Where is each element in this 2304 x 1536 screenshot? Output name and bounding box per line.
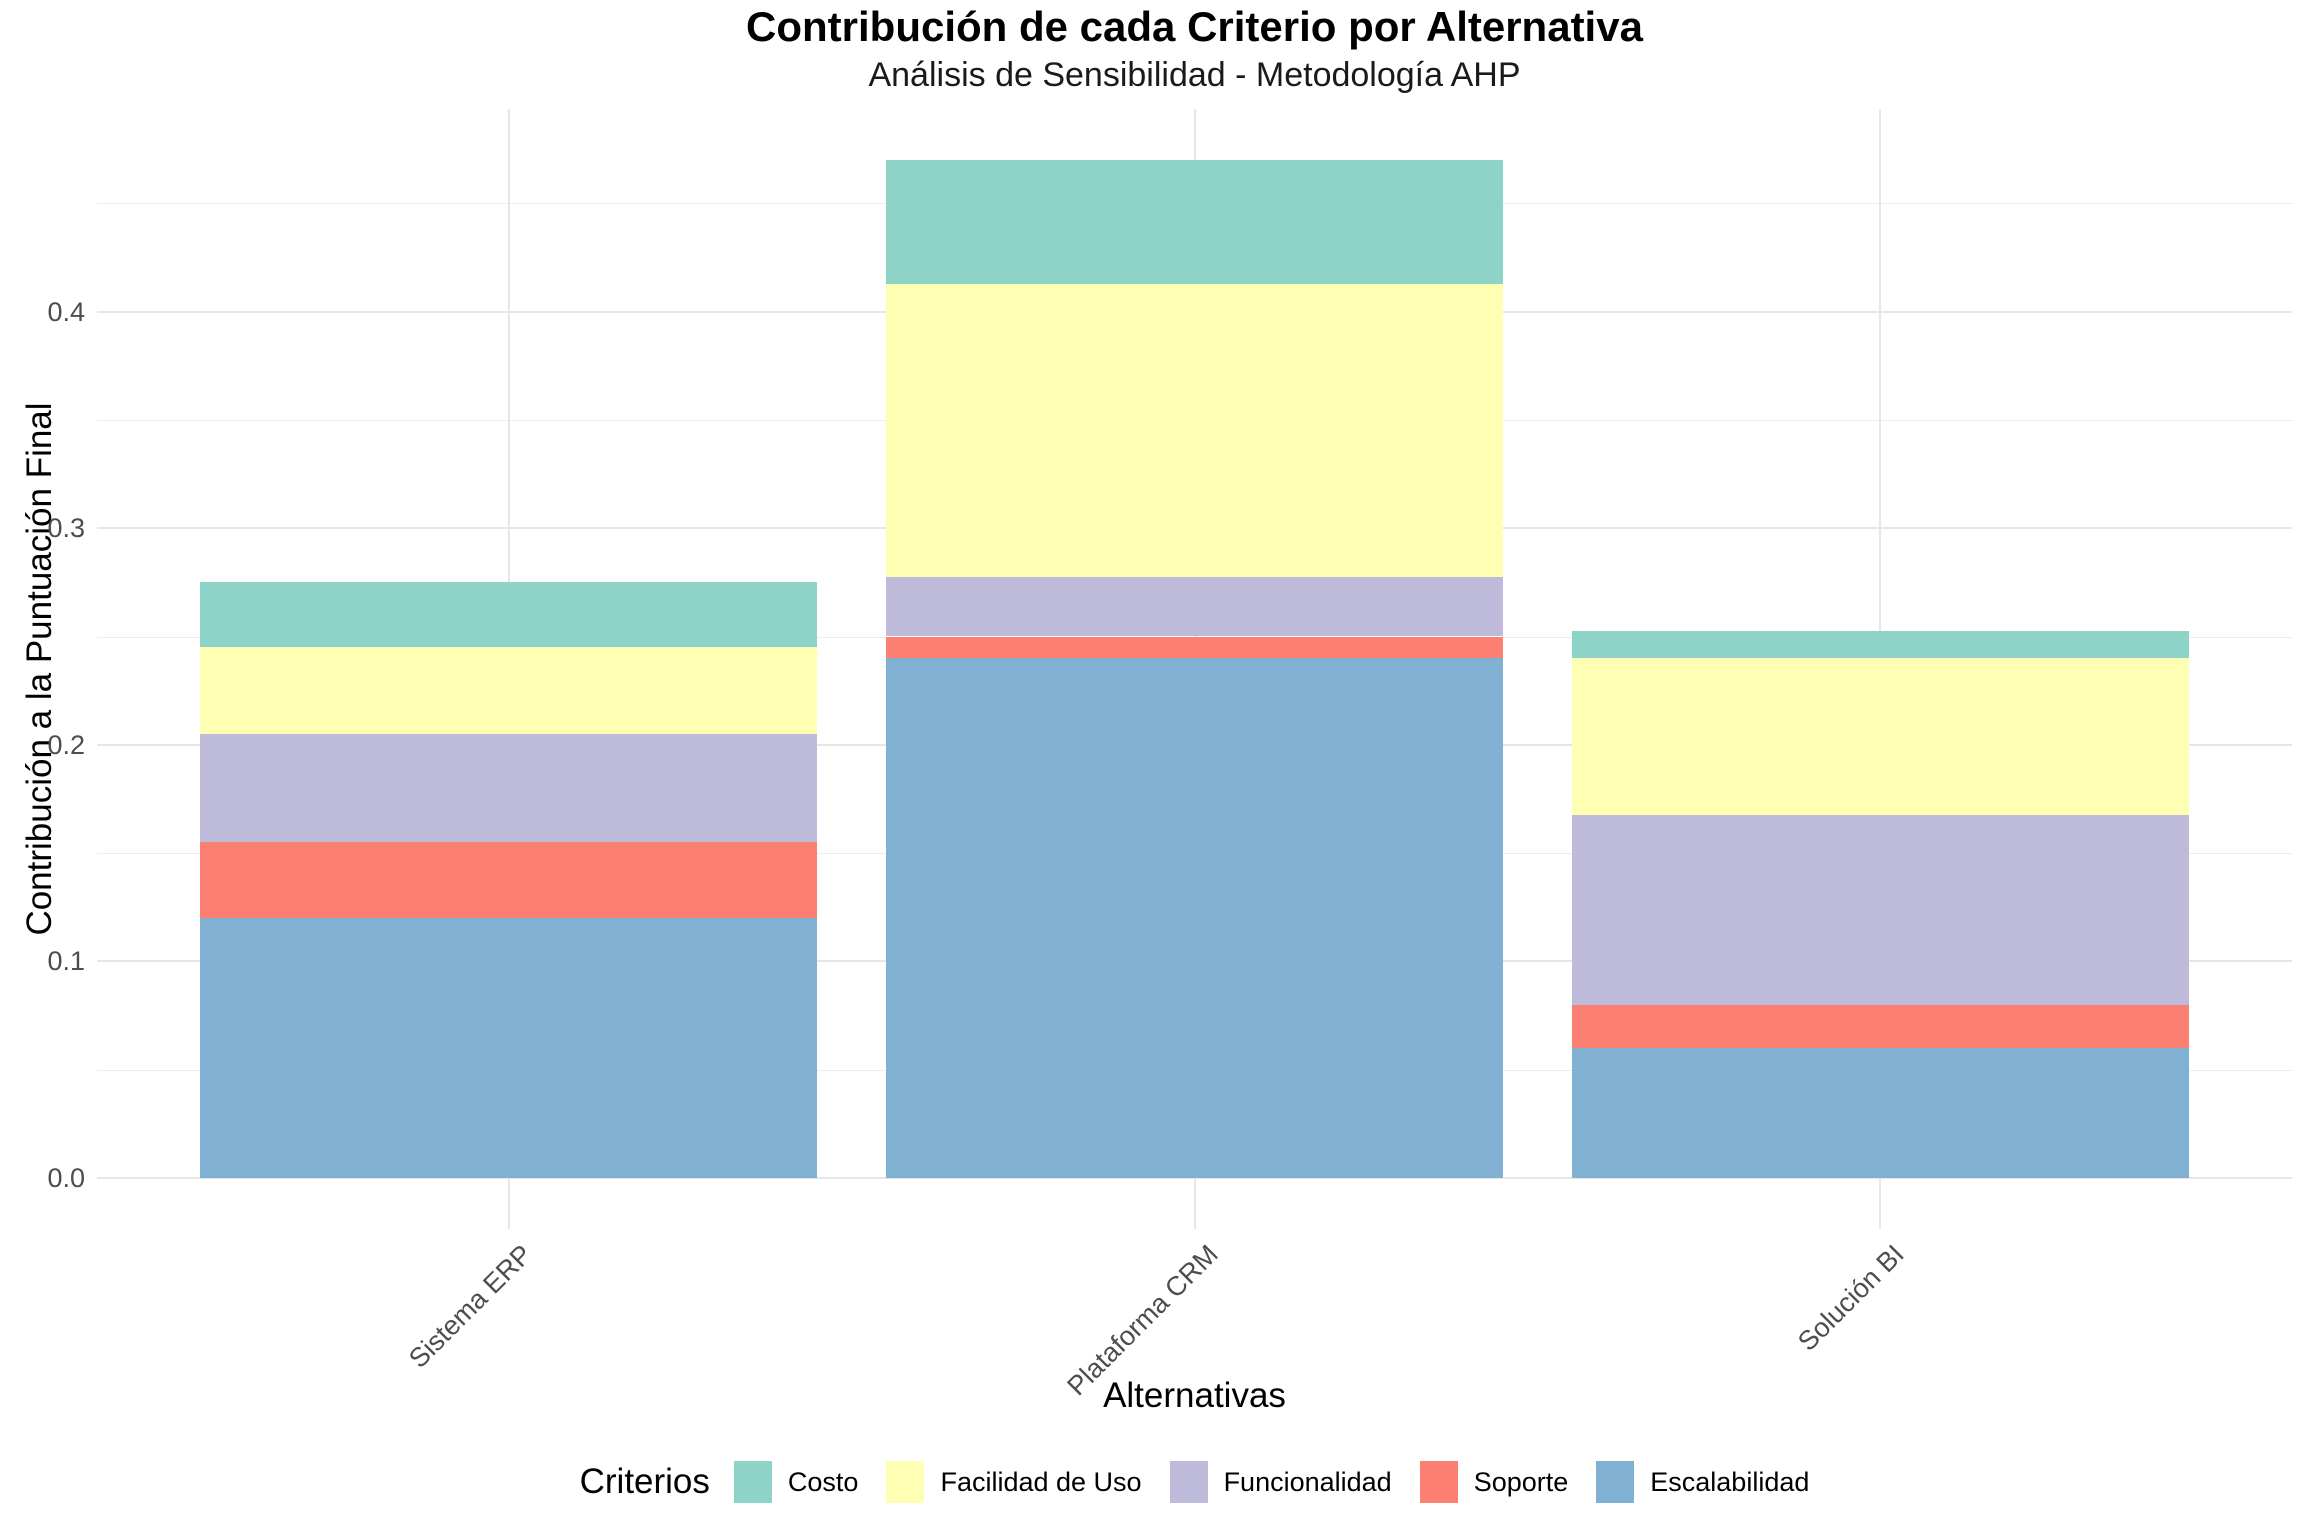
- chart-subtitle: Análisis de Sensibilidad - Metodología A…: [868, 56, 1521, 94]
- legend-swatch-costo: [733, 1461, 772, 1503]
- bar-segment-soporte-sistema-erp: [199, 842, 818, 919]
- plot-panel: [97, 109, 2292, 1229]
- bar-segment-facilidad-de-uso-solucion-bi: [1571, 658, 2190, 816]
- y-axis-title: Contribución a la Puntuación Final: [20, 402, 59, 936]
- bar-segment-costo-sistema-erp: [199, 582, 818, 648]
- bar-segment-funcionalidad-sistema-erp: [199, 733, 818, 843]
- legend-item-escalabilidad: Escalabilidad: [1596, 1461, 1809, 1503]
- bar-segment-escalabilidad-sistema-erp: [199, 918, 818, 1179]
- x-axis-title: Alternativas: [1103, 1376, 1286, 1415]
- legend-swatch-escalabilidad: [1596, 1461, 1635, 1503]
- legend-label: Costo: [787, 1466, 859, 1497]
- bar-segment-facilidad-de-uso-plataforma-crm: [885, 284, 1504, 577]
- y-axis-tick-label: 0.0: [47, 1163, 85, 1194]
- x-axis-tick-label: Sistema ERP: [403, 1239, 538, 1374]
- legend-swatch-facilidad-de-uso: [886, 1461, 925, 1503]
- legend-label: Facilidad de Uso: [940, 1466, 1142, 1497]
- bar-segment-soporte-plataforma-crm: [885, 636, 1504, 659]
- legend-item-funcionalidad: Funcionalidad: [1169, 1461, 1392, 1503]
- legend-swatch-funcionalidad: [1169, 1461, 1208, 1503]
- legend-swatch-soporte: [1419, 1461, 1458, 1503]
- bar-segment-funcionalidad-plataforma-crm: [885, 576, 1504, 637]
- bar-segment-escalabilidad-solucion-bi: [1571, 1048, 2190, 1179]
- bar-segment-facilidad-de-uso-sistema-erp: [199, 647, 818, 734]
- legend-label: Funcionalidad: [1223, 1466, 1392, 1497]
- legend-item-costo: Costo: [733, 1461, 859, 1503]
- legend-label: Escalabilidad: [1650, 1466, 1810, 1497]
- bar-segment-costo-solucion-bi: [1571, 631, 2190, 659]
- y-axis-tick-label: 0.1: [47, 946, 85, 977]
- y-axis-tick-label: 0.3: [47, 513, 85, 544]
- legend-label: Soporte: [1473, 1466, 1569, 1497]
- bar-segment-funcionalidad-solucion-bi: [1571, 815, 2190, 1005]
- chart-title: Contribución de cada Criterio por Altern…: [746, 3, 1643, 50]
- x-axis-tick-label: Solución BI: [1791, 1239, 1910, 1357]
- legend-title: Criterios: [579, 1462, 710, 1501]
- bar-segment-costo-plataforma-crm: [885, 159, 1504, 285]
- y-axis-tick-label: 0.2: [47, 729, 85, 760]
- bar-segment-escalabilidad-plataforma-crm: [885, 658, 1504, 1179]
- legend-item-facilidad-de-uso: Facilidad de Uso: [886, 1461, 1142, 1503]
- y-axis-tick-label: 0.4: [47, 296, 85, 327]
- legend-items: Costo Facilidad de Uso Funcionalidad Soport…: [733, 1461, 1809, 1503]
- legend: Criterios Costo Facilidad de Uso Funcional…: [97, 1456, 2292, 1508]
- bar-segment-soporte-solucion-bi: [1571, 1004, 2190, 1049]
- legend-item-soporte: Soporte: [1419, 1461, 1569, 1503]
